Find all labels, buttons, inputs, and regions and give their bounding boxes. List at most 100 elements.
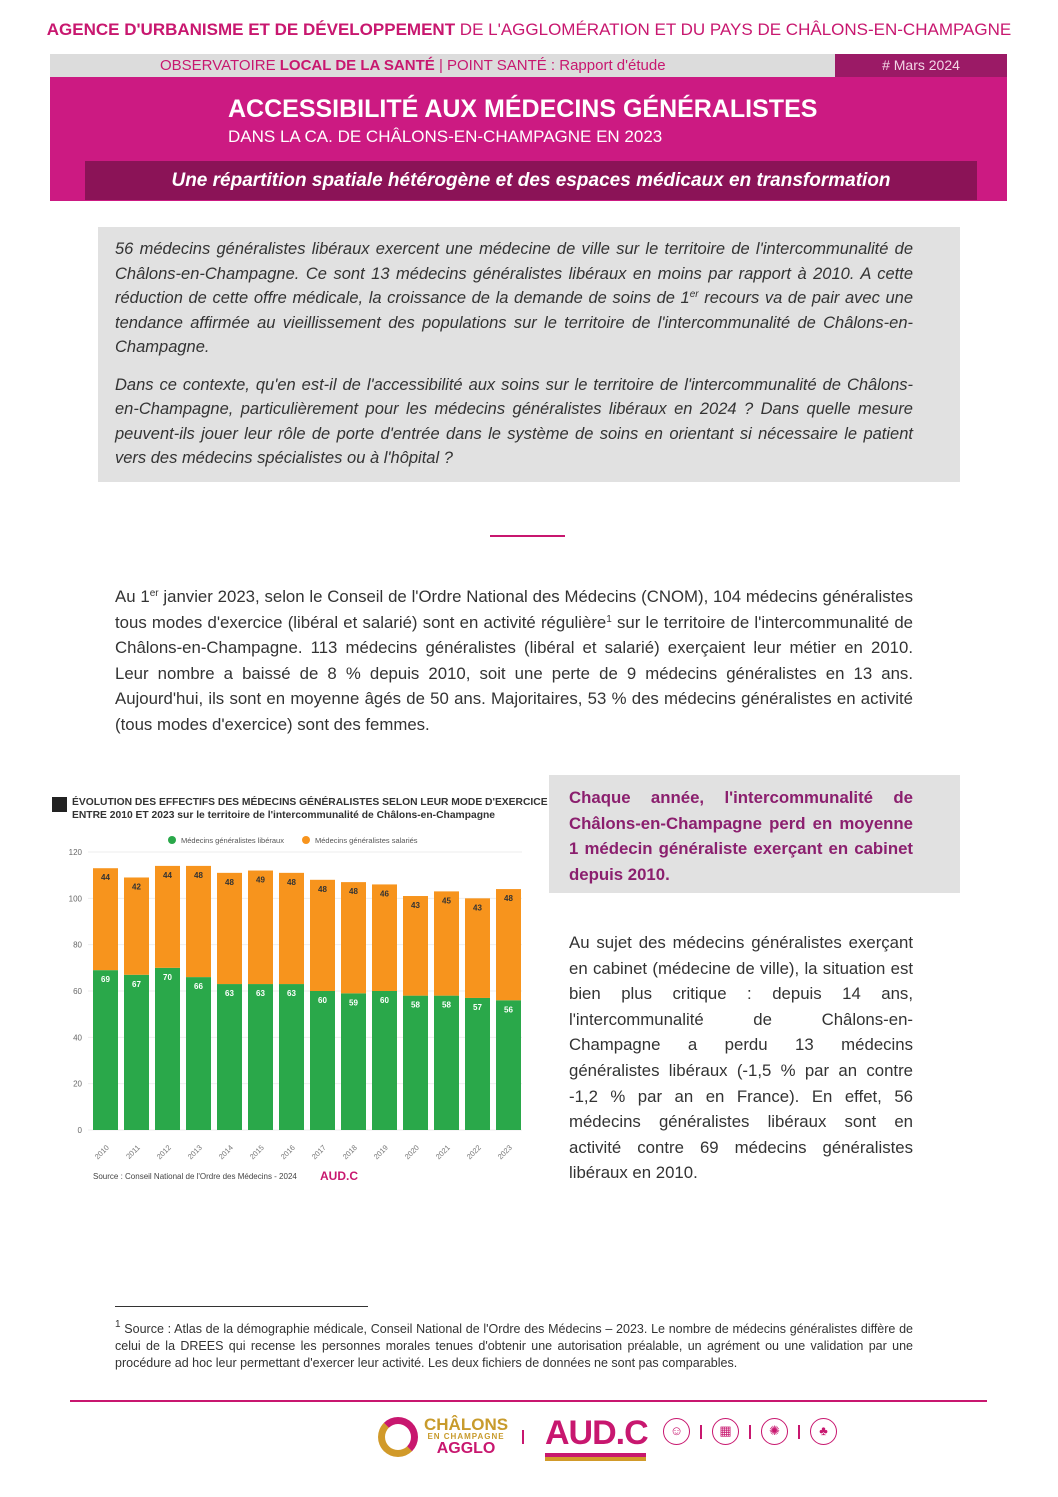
bar-segment [93, 970, 118, 1130]
data-label: 44 [101, 873, 110, 882]
data-label: 42 [132, 882, 141, 891]
x-tick-label: 2022 [465, 1143, 483, 1161]
bar-segment [248, 984, 273, 1130]
data-label: 48 [318, 885, 327, 894]
footnote-number: 1 [115, 1319, 121, 1330]
footnote-ref[interactable]: 1 [606, 613, 612, 625]
y-tick-label: 20 [73, 1080, 82, 1089]
audc-wordmark: AUD.C [545, 1414, 649, 1452]
data-label: 48 [225, 878, 234, 887]
x-tick-label: 2021 [434, 1143, 452, 1161]
agglo-ring-icon [378, 1416, 418, 1457]
bar-segment [403, 995, 428, 1130]
report-type: | POINT SANTÉ : Rapport d'étude [434, 57, 666, 74]
bar-segment [465, 997, 490, 1130]
body-paragraph: Au 1er janvier 2023, selon le Conseil de… [115, 584, 913, 738]
intro-paragraph-1: 56 médecins généralistes libéraux exerce… [115, 237, 913, 360]
people-icon: ☺ [663, 1418, 690, 1445]
data-label: 70 [163, 973, 172, 982]
bar-segment [403, 896, 428, 996]
data-label: 49 [256, 876, 265, 885]
chart-title: ÉVOLUTION DES EFFECTIFS DES MÉDECINS GÉN… [72, 796, 548, 822]
callout-box: Chaque année, l'intercommunalité de Châl… [549, 775, 960, 893]
agglo-wordmark: CHÂLONS EN CHAMPAGNE AGGLO [424, 1416, 508, 1457]
bar-segment [310, 991, 335, 1130]
data-label: 58 [442, 1001, 451, 1010]
observatory-label: OBSERVATOIRE [160, 57, 280, 74]
superscript: er [689, 289, 699, 300]
body-text: janvier 2023, selon le Conseil de l'Ordr… [115, 587, 913, 632]
x-tick-label: 2018 [341, 1143, 359, 1161]
agency-name-rest: DE L'AGGLOMÉRATION ET DU PAYS DE CHÂLONS… [455, 20, 1012, 39]
chart-title-line2: ENTRE 2010 ET 2023 sur le territoire de … [72, 810, 496, 821]
audc-underline [545, 1457, 646, 1461]
data-label: 63 [287, 989, 296, 998]
bar-segment [124, 877, 149, 975]
data-label: 48 [504, 894, 513, 903]
x-tick-label: 2020 [403, 1143, 421, 1161]
divider [522, 1429, 525, 1444]
y-tick-label: 60 [73, 987, 82, 996]
audc-logo: AUD.C [545, 1414, 649, 1461]
footnote-text: Source : Atlas de la démographie médical… [115, 1322, 913, 1370]
observatory-label-bold: LOCAL DE LA SANTÉ [279, 57, 435, 74]
data-label: 69 [101, 975, 110, 984]
agency-header: AGENCE D'URBANISME ET DE DÉVELOPPEMENT D… [0, 20, 1058, 40]
bar-segment [341, 882, 366, 994]
data-label: 59 [349, 998, 358, 1007]
x-tick-label: 2010 [93, 1143, 111, 1161]
divider [798, 1424, 800, 1439]
x-tick-label: 2014 [217, 1143, 235, 1161]
theme-icons: ☺ ▦ ✺ ♣ [663, 1418, 837, 1445]
bar-segment [434, 891, 459, 996]
agency-name-bold: AGENCE D'URBANISME ET DE DÉVELOPPEMENT [46, 20, 456, 39]
page-title: ACCESSIBILITÉ AUX MÉDECINS GÉNÉRALISTES [228, 95, 818, 123]
agglo-line3: AGGLO [436, 1440, 496, 1457]
data-label: 60 [318, 996, 327, 1005]
bar-segment [186, 977, 211, 1130]
data-label: 57 [473, 1003, 482, 1012]
data-label: 48 [194, 871, 203, 880]
intro-text: recours va de pair avec une tendance aff… [115, 289, 913, 356]
bar-segment [341, 993, 366, 1130]
x-tick-label: 2013 [186, 1143, 204, 1161]
date-badge: # Mars 2024 [835, 54, 1007, 77]
x-tick-label: 2015 [248, 1143, 266, 1161]
bar-segment [155, 865, 180, 968]
bar-segment [496, 1000, 521, 1130]
legend-label: Médecins généralistes libéraux [181, 836, 284, 845]
bar-segment [217, 984, 242, 1130]
data-label: 43 [411, 901, 420, 910]
data-label: 67 [132, 980, 141, 989]
page-subtitle: DANS LA CA. DE CHÂLONS-EN-CHAMPAGNE EN 2… [228, 127, 663, 146]
bar-segment [434, 995, 459, 1130]
data-label: 43 [473, 903, 482, 912]
x-tick-label: 2011 [124, 1143, 142, 1161]
x-tick-label: 2019 [372, 1143, 390, 1161]
intro-text: 56 médecins généralistes libéraux exerce… [115, 240, 913, 307]
lightbulb-icon: ✺ [761, 1418, 788, 1445]
y-tick-label: 40 [73, 1033, 82, 1042]
bar-segment [372, 991, 397, 1130]
bar-segment [310, 879, 335, 991]
footnote-rule [115, 1306, 368, 1307]
bar-segment [124, 974, 149, 1130]
intro-paragraph-2: Dans ce contexte, qu'en est-il de l'acce… [115, 375, 913, 468]
y-tick-label: 0 [78, 1126, 83, 1135]
legend-swatch [302, 836, 310, 844]
data-label: 58 [411, 1001, 420, 1010]
data-label: 63 [256, 989, 265, 998]
nature-icon: ♣ [810, 1418, 837, 1445]
observatory-band: OBSERVATOIRE LOCAL DE LA SANTÉ | POINT S… [50, 54, 835, 77]
bar-segment [279, 984, 304, 1130]
chart-source: Source : Conseil National de l'Ordre des… [93, 1172, 297, 1181]
divider [700, 1424, 702, 1439]
superscript: er [149, 588, 159, 599]
chart-marker [52, 797, 67, 812]
bar-segment [248, 870, 273, 985]
x-tick-label: 2017 [310, 1143, 328, 1161]
data-label: 56 [504, 1005, 513, 1014]
divider [749, 1424, 751, 1439]
right-paragraph: Au sujet des médecins généralistes exerç… [569, 933, 913, 1183]
y-tick-label: 120 [69, 848, 83, 857]
